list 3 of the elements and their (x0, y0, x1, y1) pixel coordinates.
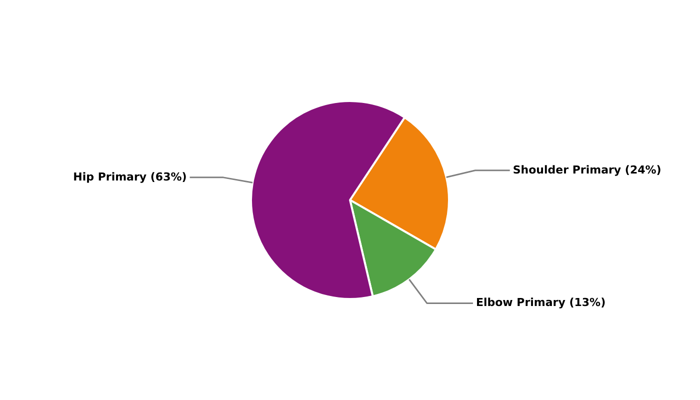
slice-label: Shoulder Primary (24%) (512, 163, 662, 176)
slice-label: Elbow Primary (13%) (476, 296, 606, 310)
slice-label: Hip Primary (63%) (73, 170, 187, 184)
